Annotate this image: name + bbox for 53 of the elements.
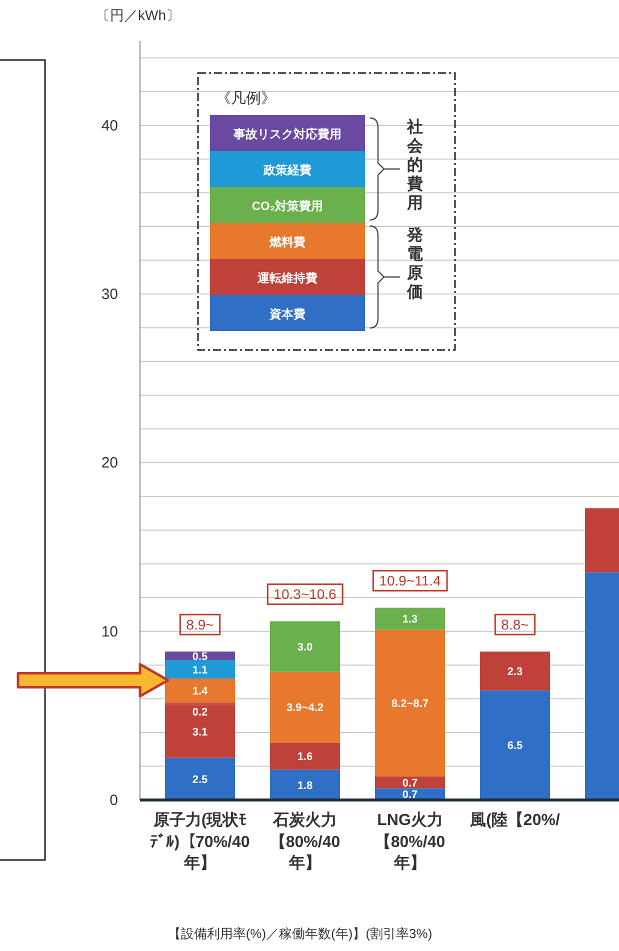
- data-label: 8.2~8.7: [391, 698, 429, 710]
- bar: [270, 672, 340, 743]
- y-tick-label: 40: [101, 117, 118, 134]
- data-label: 0.7: [402, 777, 418, 790]
- bar: [165, 758, 235, 800]
- bar: [270, 770, 340, 800]
- data-label: 3.0: [297, 642, 313, 654]
- data-label: 1.1: [192, 664, 208, 676]
- y-axis-title: 〔円／kWh〕: [96, 7, 180, 23]
- legend-title: 《凡例》: [216, 90, 276, 107]
- x-tick-label: 風(陸【20%/: [469, 810, 561, 831]
- y-tick-label: 30: [101, 286, 118, 303]
- x-tick-label: 原子力(現状ﾓﾃﾞﾙ)【70%/40年】: [150, 810, 250, 874]
- data-label: 1.3: [402, 614, 418, 626]
- annotation: 社会的費用: [406, 118, 424, 212]
- bar: [375, 776, 445, 788]
- y-tick-label: 20: [101, 454, 118, 472]
- data-label: 1.8: [297, 780, 313, 792]
- data-label: 3.9~4.2: [286, 702, 324, 714]
- bar: [270, 742, 340, 770]
- data-label: 1.4: [192, 685, 209, 698]
- text: 燃料費: [268, 235, 306, 249]
- total-label: 10.3~10.6: [274, 586, 337, 602]
- text: 事故リスク対応費用: [232, 127, 342, 141]
- data-label: 0.2: [192, 706, 208, 719]
- text: CO₂対策費用: [252, 199, 324, 213]
- bar: [480, 652, 550, 690]
- bar: [375, 630, 445, 776]
- data-label: 3.1: [192, 726, 208, 739]
- bar: [165, 660, 235, 679]
- text: 資本費: [268, 307, 306, 321]
- y-tick-label: 0: [110, 792, 118, 809]
- bar: [480, 690, 550, 800]
- data-label: 1.6: [297, 751, 313, 764]
- text: 運転維持費: [256, 271, 318, 285]
- bar: [375, 608, 445, 630]
- data-label: 0.7: [402, 789, 418, 802]
- text: 【設備利用率(%)／稼働年数(年)】(割引率3%): [168, 926, 432, 941]
- data-label: 0.5: [192, 650, 208, 663]
- bar: [270, 621, 340, 672]
- bar: [165, 702, 235, 706]
- data-label: 2.5: [192, 774, 208, 786]
- data-label: 2.3: [507, 666, 523, 678]
- x-tick-label: 石炭火力【80%/40年】: [268, 810, 342, 874]
- y-tick-label: 10: [101, 623, 118, 640]
- data-label: 6.5: [507, 740, 523, 752]
- x-tick-label: LNG火力【80%/40年】: [374, 810, 446, 874]
- text: 政策経費: [262, 163, 312, 177]
- total-label: 8.9~: [186, 616, 214, 633]
- total-label: 8.8~: [501, 616, 529, 633]
- bar: [165, 706, 235, 758]
- annotation: 発電原価: [406, 226, 423, 301]
- total-label: 10.9~11.4: [379, 572, 442, 589]
